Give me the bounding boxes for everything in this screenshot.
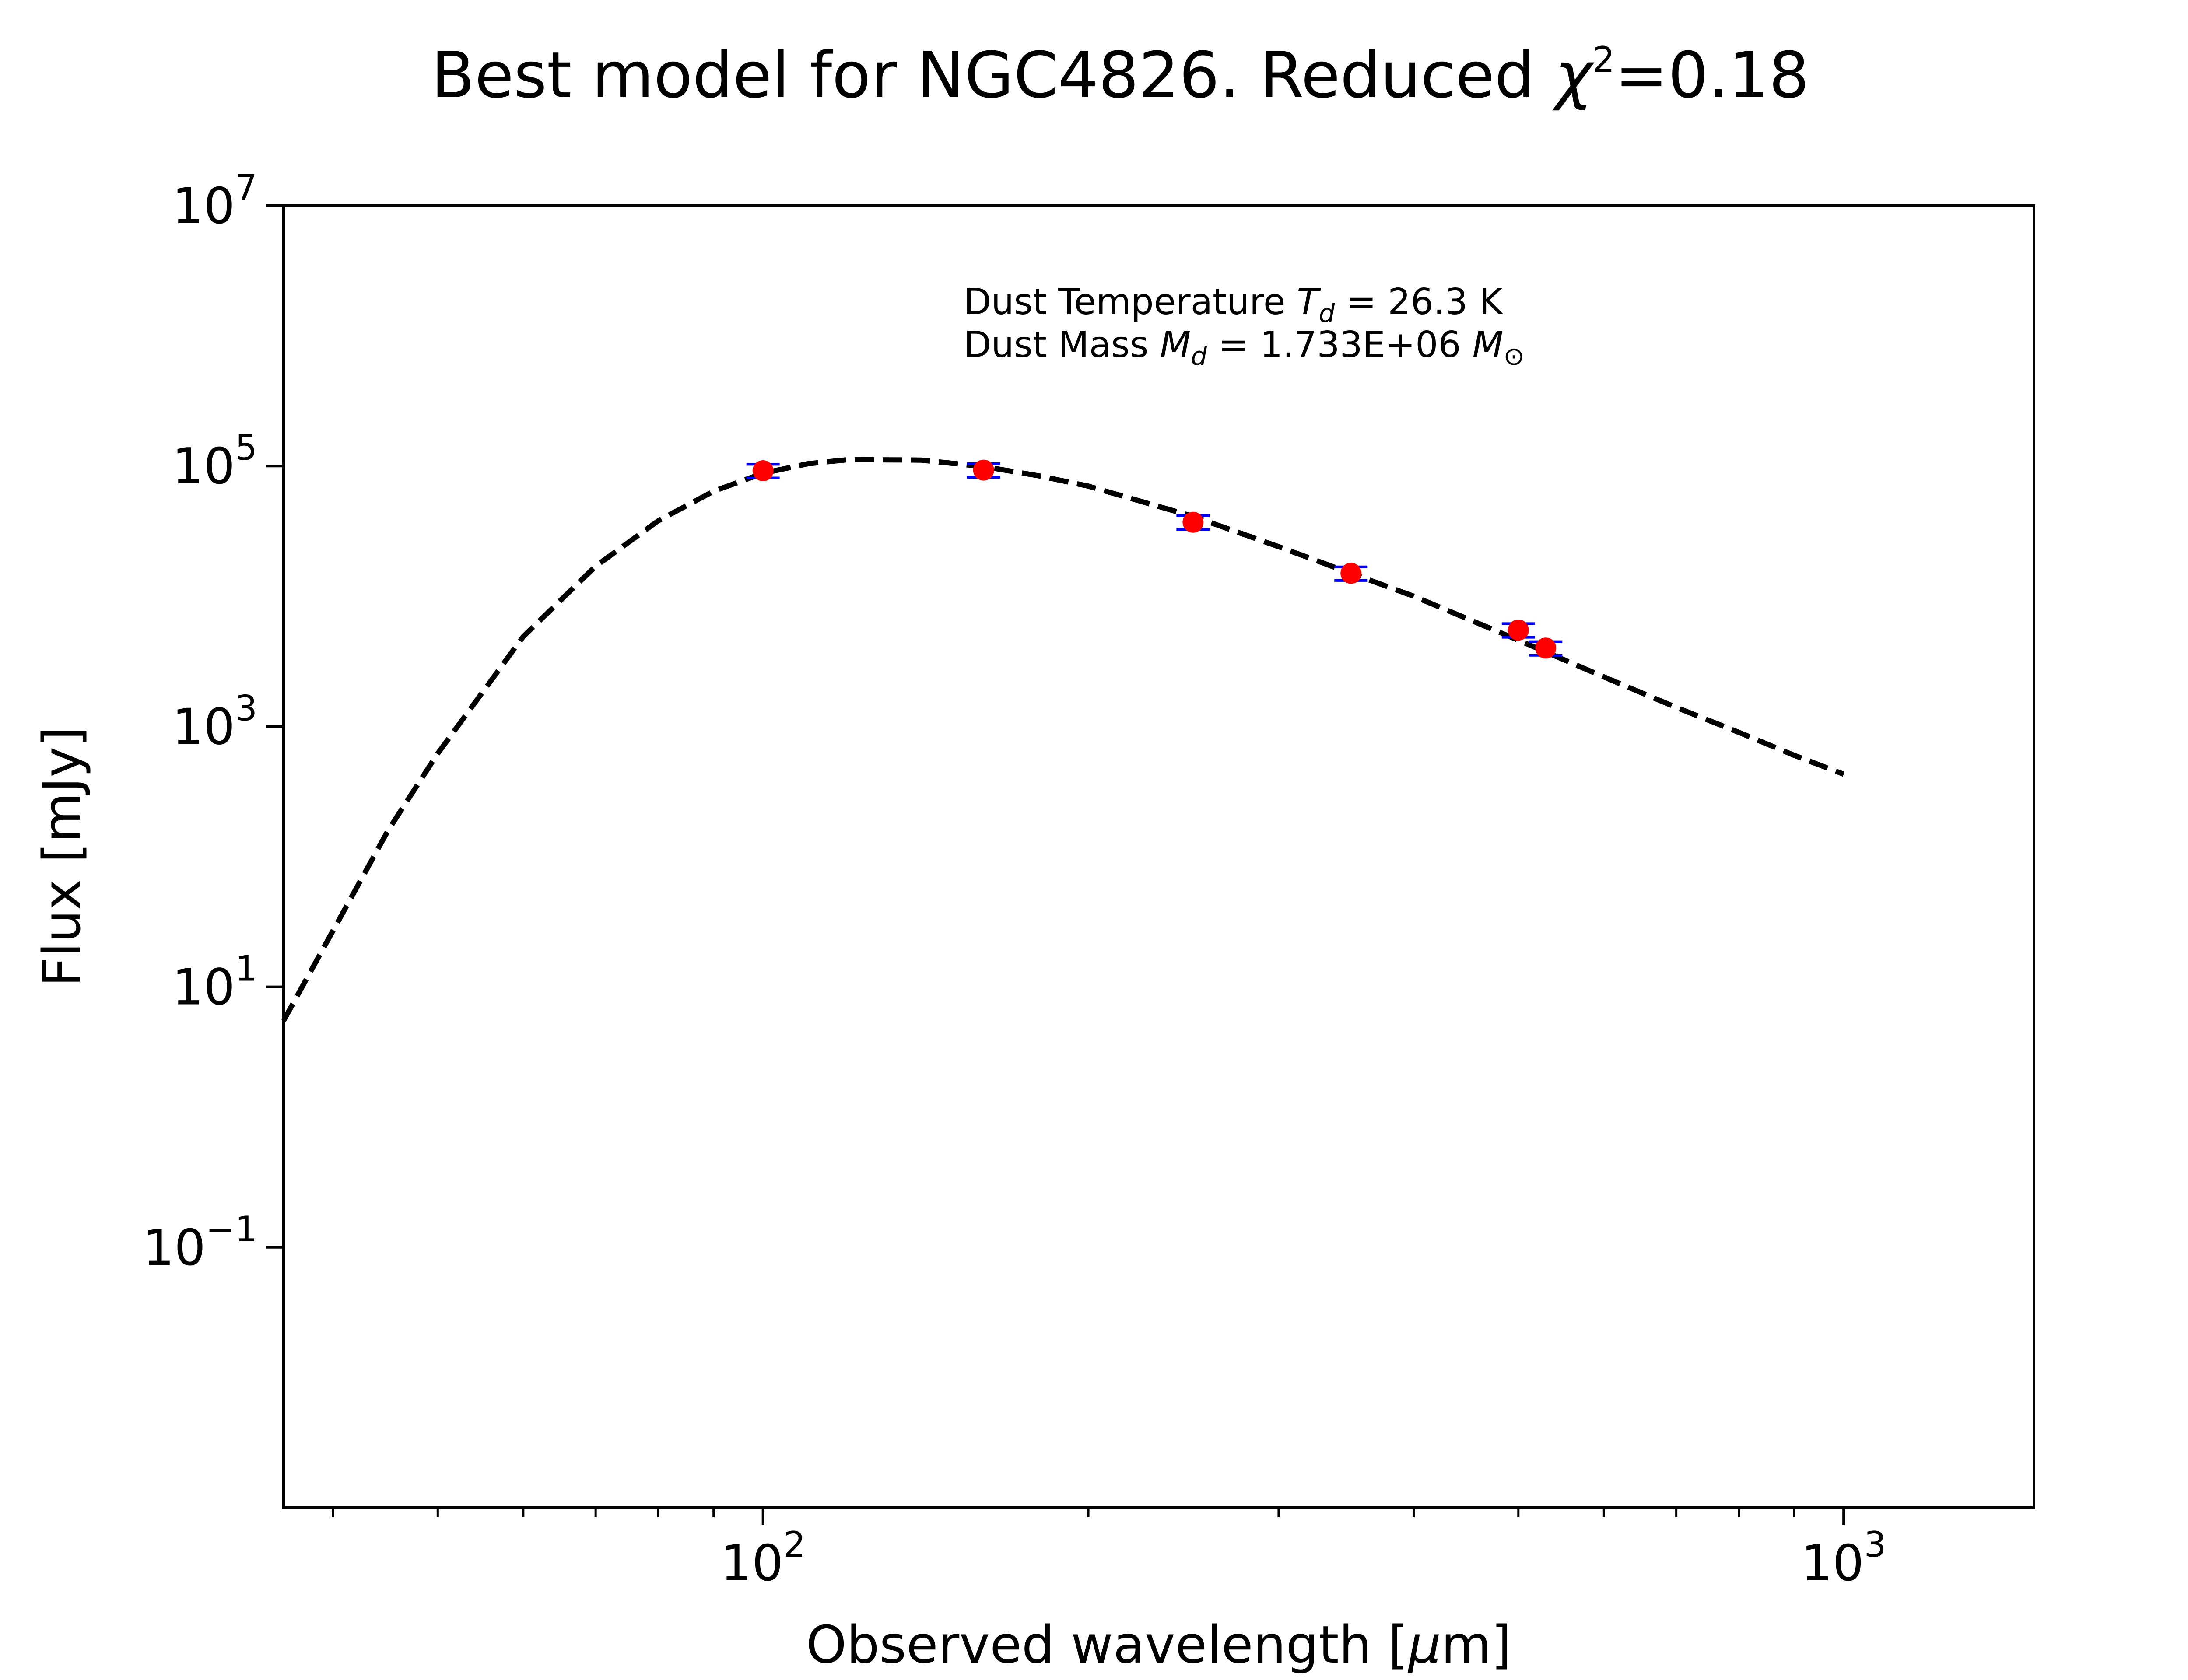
x-tick-label: 103: [1801, 1524, 1886, 1592]
fit-annotation: Dust Temperature Td = 26.3 K Dust Mass M…: [964, 281, 1525, 371]
point-marker: [1340, 563, 1362, 584]
x-axis: 102 103: [332, 1508, 1886, 1592]
observed-points-layer: [746, 459, 1563, 659]
data-point: [967, 459, 1000, 481]
y-tick-label: 10−1: [143, 1209, 257, 1277]
y-tick-label: 105: [172, 427, 257, 495]
data-point: [1334, 563, 1368, 584]
axes-frame: [282, 204, 2035, 1509]
point-marker: [973, 459, 994, 481]
chart-title: Best model for NGC4826. Reduced χ2=0.18: [431, 38, 1809, 112]
dust-temperature-annotation: Dust Temperature Td = 26.3 K: [964, 281, 1504, 328]
data-point: [746, 460, 780, 481]
point-marker: [1535, 637, 1557, 659]
y-tick-label: 103: [172, 688, 257, 756]
data-point: [1501, 620, 1535, 641]
data-point: [1529, 637, 1563, 659]
point-marker: [1508, 620, 1529, 641]
y-axis-label: Flux [mJy]: [32, 727, 92, 987]
y-tick-label: 107: [172, 167, 257, 235]
x-axis-label: Observed wavelength [μm]: [806, 1614, 1511, 1675]
y-tick-label: 101: [172, 948, 257, 1016]
point-marker: [752, 460, 774, 481]
plot-area: [281, 204, 2035, 1509]
y-axis: 10−1 101 103 105 107: [143, 167, 284, 1277]
x-tick-label: 102: [720, 1524, 806, 1592]
data-point: [1176, 511, 1210, 533]
point-marker: [1182, 511, 1204, 533]
dust-mass-annotation: Dust Mass Md = 1.733E+06 M⊙: [964, 324, 1525, 371]
